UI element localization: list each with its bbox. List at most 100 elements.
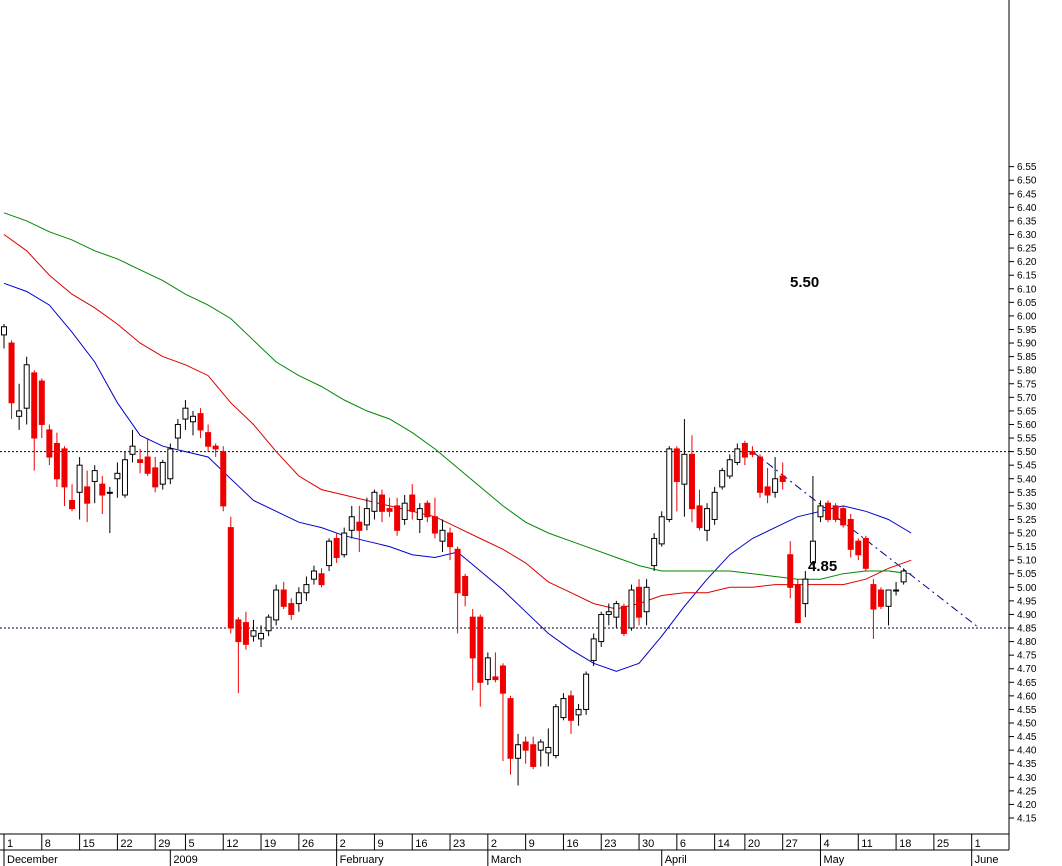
candle-body — [227, 527, 234, 629]
x-tick-label: 30 — [642, 838, 654, 850]
candle-body — [167, 448, 174, 480]
candle-body — [484, 657, 491, 681]
candle — [386, 497, 393, 517]
month-label: February — [340, 854, 385, 866]
candle-body — [447, 532, 454, 548]
candle — [1, 324, 7, 349]
candle-body — [681, 453, 688, 485]
candle-body — [431, 516, 438, 534]
month-label: April — [665, 854, 687, 866]
x-tick-label: 2 — [340, 838, 346, 850]
candle — [197, 408, 204, 439]
y-tick-label: 4.45 — [1017, 732, 1037, 743]
y-tick-label: 4.50 — [1017, 719, 1037, 730]
candle-body — [61, 448, 68, 488]
candle-body — [106, 491, 113, 494]
x-axis-ticks: 1 8 15 22 29 5 12 19 26 2 9 16 23 2 9 16 23 30 6 14 20 27 4 11 1… — [3, 834, 981, 850]
y-tick-label: 4.65 — [1017, 678, 1037, 689]
candle-body — [666, 448, 673, 520]
month-labels: December 2009 February March April May June — [3, 850, 999, 866]
candle-body — [893, 589, 900, 592]
x-tick-label: 19 — [264, 838, 276, 850]
candle-body — [711, 491, 718, 520]
y-tick-label: 6.25 — [1017, 244, 1037, 255]
candle — [265, 614, 272, 637]
candle — [114, 462, 121, 498]
moving-average-line — [3, 212, 912, 580]
candle — [658, 511, 665, 547]
candle-body — [802, 578, 809, 605]
candle — [250, 619, 257, 642]
candle-body — [492, 676, 499, 681]
level-annotations: 5.50 4.85 — [790, 274, 837, 575]
candle — [704, 503, 711, 542]
candle — [137, 448, 144, 474]
candle — [575, 704, 582, 726]
candle-body — [38, 380, 45, 425]
candle — [764, 467, 771, 504]
candle-body — [522, 741, 529, 751]
candle-body — [757, 456, 763, 493]
axes — [0, 0, 1010, 851]
candle — [31, 370, 38, 471]
y-tick-label: 5.15 — [1017, 542, 1037, 553]
candle — [643, 579, 650, 626]
candle-body — [295, 592, 302, 605]
candle-body — [719, 470, 726, 488]
candle — [371, 489, 378, 520]
y-tick-label: 5.55 — [1017, 434, 1037, 445]
candle — [832, 503, 839, 523]
candle-body — [628, 589, 635, 629]
candle-body — [613, 603, 620, 618]
y-tick-label: 5.05 — [1017, 569, 1037, 580]
candle — [84, 470, 91, 523]
candle-body — [605, 611, 612, 615]
candle-body — [197, 413, 204, 431]
candle-body — [129, 445, 136, 455]
y-tick-label: 6.10 — [1017, 284, 1037, 295]
candle — [590, 633, 597, 667]
candle-body — [507, 698, 514, 759]
candle-body — [537, 741, 544, 751]
candle — [545, 728, 552, 767]
candle — [492, 652, 499, 683]
candle-body — [477, 616, 484, 683]
x-tick-label: 23 — [453, 838, 465, 850]
candle — [666, 446, 673, 523]
candle-body — [749, 451, 756, 455]
candle — [447, 527, 454, 561]
candle — [46, 424, 53, 466]
moving-average-line — [3, 234, 912, 610]
candle — [61, 446, 68, 506]
candle — [794, 579, 801, 624]
candle — [651, 533, 658, 572]
candle-body — [46, 429, 53, 458]
candle — [817, 500, 824, 523]
candle-body — [356, 521, 363, 531]
candle-body — [575, 708, 582, 716]
candle — [212, 443, 219, 458]
candle-body — [590, 638, 597, 662]
candle-body — [688, 453, 695, 510]
candle — [515, 733, 522, 786]
candle-body — [416, 508, 423, 520]
candle — [787, 541, 794, 599]
candle-body — [454, 548, 461, 594]
y-tick-label: 5.10 — [1017, 556, 1037, 567]
candle-body — [779, 475, 786, 482]
candle-body — [99, 483, 106, 496]
candle — [220, 446, 227, 512]
candle — [552, 704, 559, 759]
candle-body — [288, 603, 295, 615]
candle — [726, 454, 733, 479]
candle-body — [794, 584, 801, 624]
candle — [877, 587, 884, 610]
y-tick-label: 5.35 — [1017, 488, 1037, 499]
y-tick-label: 4.60 — [1017, 691, 1037, 702]
candle — [303, 576, 310, 601]
y-tick-label: 5.70 — [1017, 393, 1037, 404]
y-tick-label: 4.80 — [1017, 637, 1037, 648]
candle-body — [182, 407, 189, 420]
